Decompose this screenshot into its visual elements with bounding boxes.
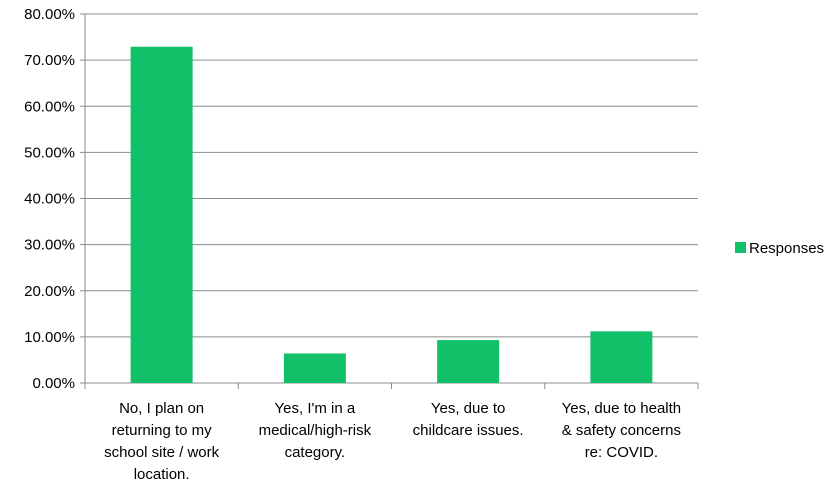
x-category-label: Yes, due to childcare issues. bbox=[413, 400, 524, 439]
y-tick-label: 10.00% bbox=[24, 329, 75, 346]
y-tick-label: 50.00% bbox=[24, 144, 75, 161]
y-tick-label: 20.00% bbox=[24, 283, 75, 300]
y-tick-label: 60.00% bbox=[24, 98, 75, 115]
x-category-label: No, I plan on returning to my school site … bbox=[104, 400, 220, 483]
y-tick-label: 0.00% bbox=[32, 375, 75, 392]
bar bbox=[437, 340, 500, 383]
bar bbox=[283, 353, 346, 383]
y-tick-label: 70.00% bbox=[24, 52, 75, 69]
x-category-label: Yes, due to health & safety concerns re: C… bbox=[562, 400, 682, 461]
y-tick-label: 40.00% bbox=[24, 191, 75, 208]
bar bbox=[590, 331, 653, 383]
bars bbox=[130, 46, 653, 383]
legend-label: Responses bbox=[749, 240, 824, 257]
x-axis-category-labels: No, I plan on returning to my school site … bbox=[104, 400, 681, 483]
legend-swatch bbox=[735, 242, 746, 253]
bar bbox=[130, 46, 193, 383]
y-axis-tick-labels: 0.00% 10.00% 20.00% 30.00% 40.00% 50.00% 60.00… bbox=[24, 6, 75, 392]
x-category-label: Yes, I'm in a medical/high-risk category. bbox=[259, 400, 372, 461]
y-tick-label: 80.00% bbox=[24, 6, 75, 23]
legend: Responses bbox=[735, 240, 824, 257]
y-tick-label: 30.00% bbox=[24, 237, 75, 254]
